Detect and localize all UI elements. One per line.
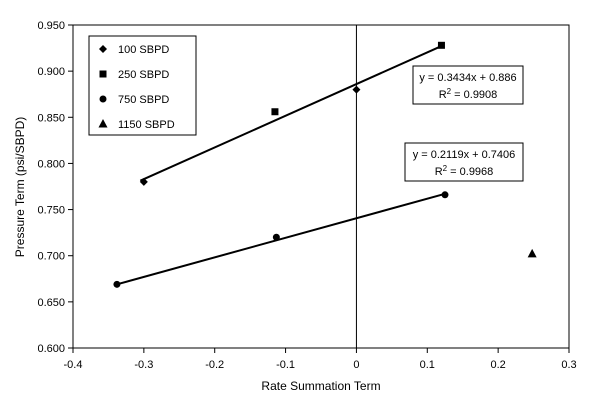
data-point-diamond (352, 85, 361, 94)
legend-label: 100 SBPD (118, 44, 169, 56)
y-tick-label: 0.750 (37, 205, 65, 217)
x-tick-label: 0.2 (490, 359, 505, 371)
y-tick-label: 0.600 (37, 343, 65, 355)
y-axis-ticks: 0.600 0.650 0.700 0.750 0.800 0.850 0.900 0.950 (37, 20, 73, 355)
data-point-circle (441, 191, 449, 199)
trendline-2 (116, 192, 446, 286)
x-tick-label: 0.3 (561, 359, 576, 371)
trendline-1-equation: y = 0.3434x + 0.886 (419, 72, 516, 84)
data-point-circle (272, 233, 280, 241)
y-tick-label: 0.950 (37, 20, 65, 32)
x-tick-label: -0.3 (134, 359, 153, 371)
y-tick-label: 0.650 (37, 297, 65, 309)
legend-label: 1150 SBPD (118, 119, 175, 131)
trendline-2-r2: R2 = 0.9968 (435, 164, 494, 178)
plot-area (72, 24, 570, 349)
legend-marker-square (99, 70, 107, 78)
legend-box (88, 35, 197, 136)
legend-marker-triangle (98, 119, 108, 128)
y-tick-label: 0.850 (37, 112, 65, 124)
x-tick-label: 0 (353, 359, 359, 371)
x-tick-label: -0.4 (64, 359, 83, 371)
equation-box-1 (412, 65, 524, 105)
data-point-diamond (139, 177, 148, 186)
x-tick-label: 0.1 (420, 359, 435, 371)
trendline-1-r2: R2 = 0.9908 (439, 87, 498, 101)
data-point-square (271, 108, 279, 116)
trendline-1-equation-box: y = 0.3434x + 0.886 R2 = 0.9908 (412, 65, 524, 105)
plot-border (72, 24, 570, 349)
x-axis-label: Rate Summation Term (261, 379, 380, 393)
trendline-2-equation-box: y = 0.2119x + 0.7406 R2 = 0.9968 (404, 142, 524, 182)
data-points (113, 41, 537, 288)
data-point-square (437, 41, 445, 49)
legend: 100 SBPD 250 SBPD 750 SBPD 1150 SBPD (88, 35, 197, 136)
data-point-circle (113, 280, 121, 288)
legend-marker-diamond (99, 45, 107, 53)
y-axis-label: Pressure Term (psi/SBPD) (13, 117, 27, 257)
legend-marker-circle (99, 95, 107, 103)
x-tick-label: -0.2 (205, 359, 224, 371)
equation-box-2 (404, 142, 524, 182)
legend-label: 250 SBPD (118, 69, 169, 81)
x-axis-ticks: -0.4 -0.3 -0.2 -0.1 0 0.1 0.2 0.3 (64, 348, 577, 371)
x-tick-label: -0.1 (276, 359, 295, 371)
trendlines (116, 45, 446, 286)
y-tick-label: 0.800 (37, 158, 65, 170)
data-point-triangle (527, 248, 537, 258)
trendline-1 (139, 45, 442, 182)
legend-label: 750 SBPD (118, 94, 169, 106)
y-tick-label: 0.700 (37, 251, 65, 263)
y-tick-label: 0.900 (37, 66, 65, 78)
trendline-2-equation: y = 0.2119x + 0.7406 (413, 149, 516, 161)
